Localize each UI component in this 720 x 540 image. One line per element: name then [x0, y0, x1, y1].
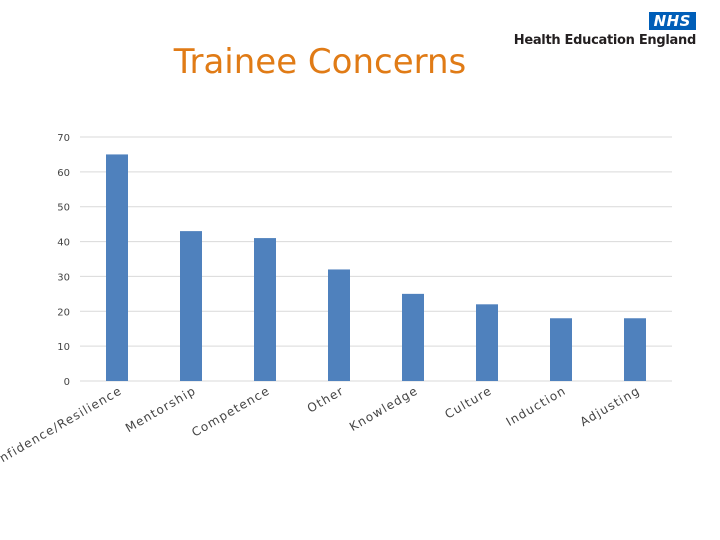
x-tick-label: Knowledge: [347, 383, 420, 434]
y-tick-label: 20: [57, 307, 70, 318]
y-tick-label: 60: [57, 168, 70, 179]
bar: [106, 154, 128, 381]
bar: [328, 269, 350, 381]
x-tick-label: Culture: [442, 383, 494, 421]
chart-title: Trainee Concerns: [173, 42, 467, 82]
bar: [550, 318, 572, 381]
y-tick-label: 30: [57, 272, 70, 283]
nhs-badge: NHS: [648, 12, 696, 30]
hee-logo: NHS Health Education England: [514, 12, 696, 48]
bar: [254, 238, 276, 381]
x-tick-label: Adjusting: [578, 383, 643, 429]
x-tick-label: Other: [305, 383, 347, 415]
y-tick-label: 70: [57, 133, 70, 144]
bar: [180, 231, 202, 381]
y-tick-label: 0: [64, 377, 70, 388]
org-name: Health Education England: [513, 33, 697, 48]
x-tick-label: Induction: [504, 383, 569, 429]
x-tick-label: Competence: [189, 383, 272, 439]
y-tick-label: 40: [57, 238, 70, 249]
bar: [476, 304, 498, 381]
x-tick-label: Confidence/Resilience: [0, 383, 125, 474]
bar: [402, 293, 424, 381]
y-tick-label: 50: [57, 203, 70, 214]
x-tick-label: Mentorship: [123, 383, 199, 435]
bar: [624, 318, 646, 381]
y-tick-label: 10: [57, 342, 70, 353]
